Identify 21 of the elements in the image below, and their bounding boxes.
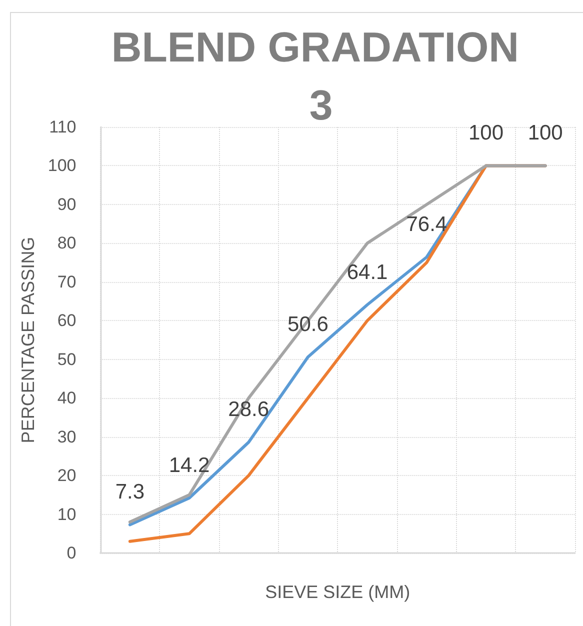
data-label: 50.6 [288, 313, 328, 336]
data-label: 28.6 [228, 398, 270, 422]
data-label: 100 [528, 122, 563, 145]
y-tick-label: 0 [66, 544, 76, 562]
y-tick-label: 100 [48, 156, 76, 176]
y-tick-label: 20 [57, 466, 76, 486]
data-label: 14.2 [168, 454, 210, 478]
y-tick-label: 30 [57, 427, 76, 446]
y-tick-label: 50 [57, 350, 76, 369]
data-label: 64.1 [346, 260, 388, 284]
y-tick-label: 110 [49, 118, 76, 136]
y-tick-label: 60 [57, 311, 76, 330]
y-tick-label: 70 [57, 272, 76, 292]
y-tick-label: 10 [57, 504, 76, 524]
data-label: 7.3 [115, 480, 145, 504]
data-label: 76.4 [406, 213, 448, 236]
x-axis-title: SIEVE SIZE (MM) [265, 582, 410, 602]
y-tick-label: 40 [57, 388, 76, 408]
y-axis-title: PERCENTAGE PASSING [18, 236, 38, 444]
y-tick-label: 90 [57, 194, 76, 214]
y-tick-label: 80 [57, 234, 76, 253]
